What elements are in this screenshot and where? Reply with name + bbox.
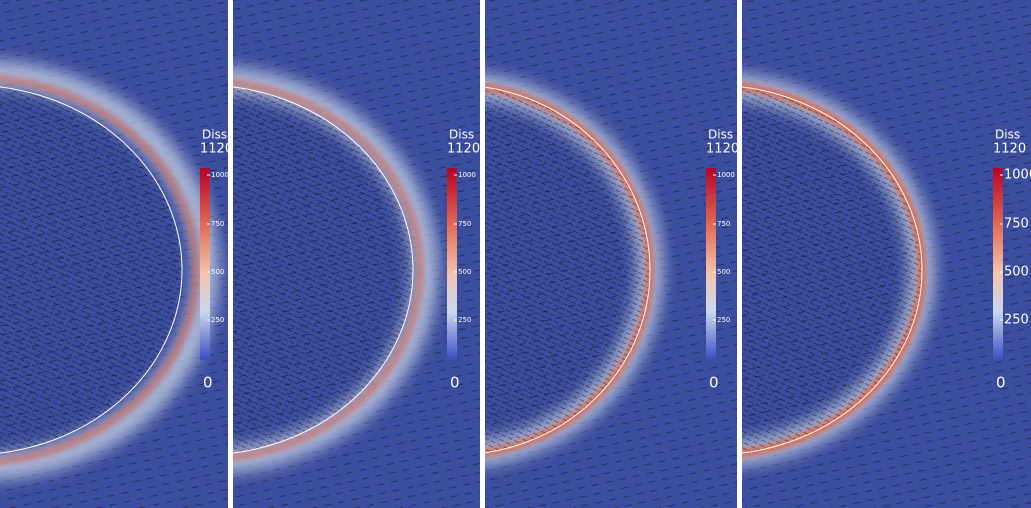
panel	[233, 0, 480, 508]
colorbar-min: 0	[450, 374, 460, 392]
interior-field	[742, 86, 922, 454]
interior-field	[233, 86, 413, 454]
panel	[0, 0, 228, 508]
colorbar-title: Diss	[449, 128, 474, 142]
interior-field	[485, 87, 650, 453]
colorbar-title: Diss	[202, 128, 227, 142]
colorbar-tick-label: 500	[211, 268, 224, 276]
colorbar-title: Diss	[708, 128, 733, 142]
colorbar-tick-label: 500	[458, 268, 471, 276]
interface	[742, 86, 923, 454]
colorbar-min: 0	[203, 374, 213, 392]
interior-field	[0, 86, 182, 454]
interface	[485, 86, 651, 454]
colorbar-max: 1120	[706, 142, 739, 157]
colorbar-tick-label: 1000	[1004, 168, 1031, 183]
interface	[233, 86, 414, 454]
colorbar-tick-label: 750	[211, 220, 224, 228]
colorbar-tick-label: 750	[1004, 217, 1029, 232]
colorbar-max: 1120	[993, 142, 1026, 157]
colorbar-tick-label: 500	[1004, 265, 1029, 280]
colorbar-max: 1120	[200, 142, 233, 157]
glow	[233, 67, 438, 473]
colorbar	[447, 168, 457, 360]
colorbar-tick-label: 250	[1004, 313, 1029, 328]
colorbar-max: 1120	[447, 142, 480, 157]
colorbar-tick-label: 250	[458, 316, 471, 324]
colorbar-tick-label: 750	[458, 220, 471, 228]
dissipation-band	[233, 79, 424, 461]
colorbar-tick-label: 1000	[717, 171, 735, 179]
colorbar-tick-label: 500	[717, 268, 730, 276]
colorbar-min: 0	[996, 374, 1006, 392]
colorbar	[200, 168, 210, 360]
colorbar	[706, 168, 716, 360]
panel	[485, 0, 737, 508]
colorbar-tick-label: 1000	[211, 171, 229, 179]
colorbar-tick-label: 1000	[458, 171, 476, 179]
dissipation-band	[0, 75, 200, 465]
colorbar	[993, 168, 1003, 360]
interface	[0, 86, 183, 454]
colorbar-tick-label: 250	[211, 316, 224, 324]
colorbar-min: 0	[709, 374, 719, 392]
colorbar-tick-label: 250	[717, 316, 730, 324]
colorbar-title: Diss	[995, 128, 1020, 142]
panel	[742, 0, 1031, 508]
colorbar-tick-label: 750	[717, 220, 730, 228]
